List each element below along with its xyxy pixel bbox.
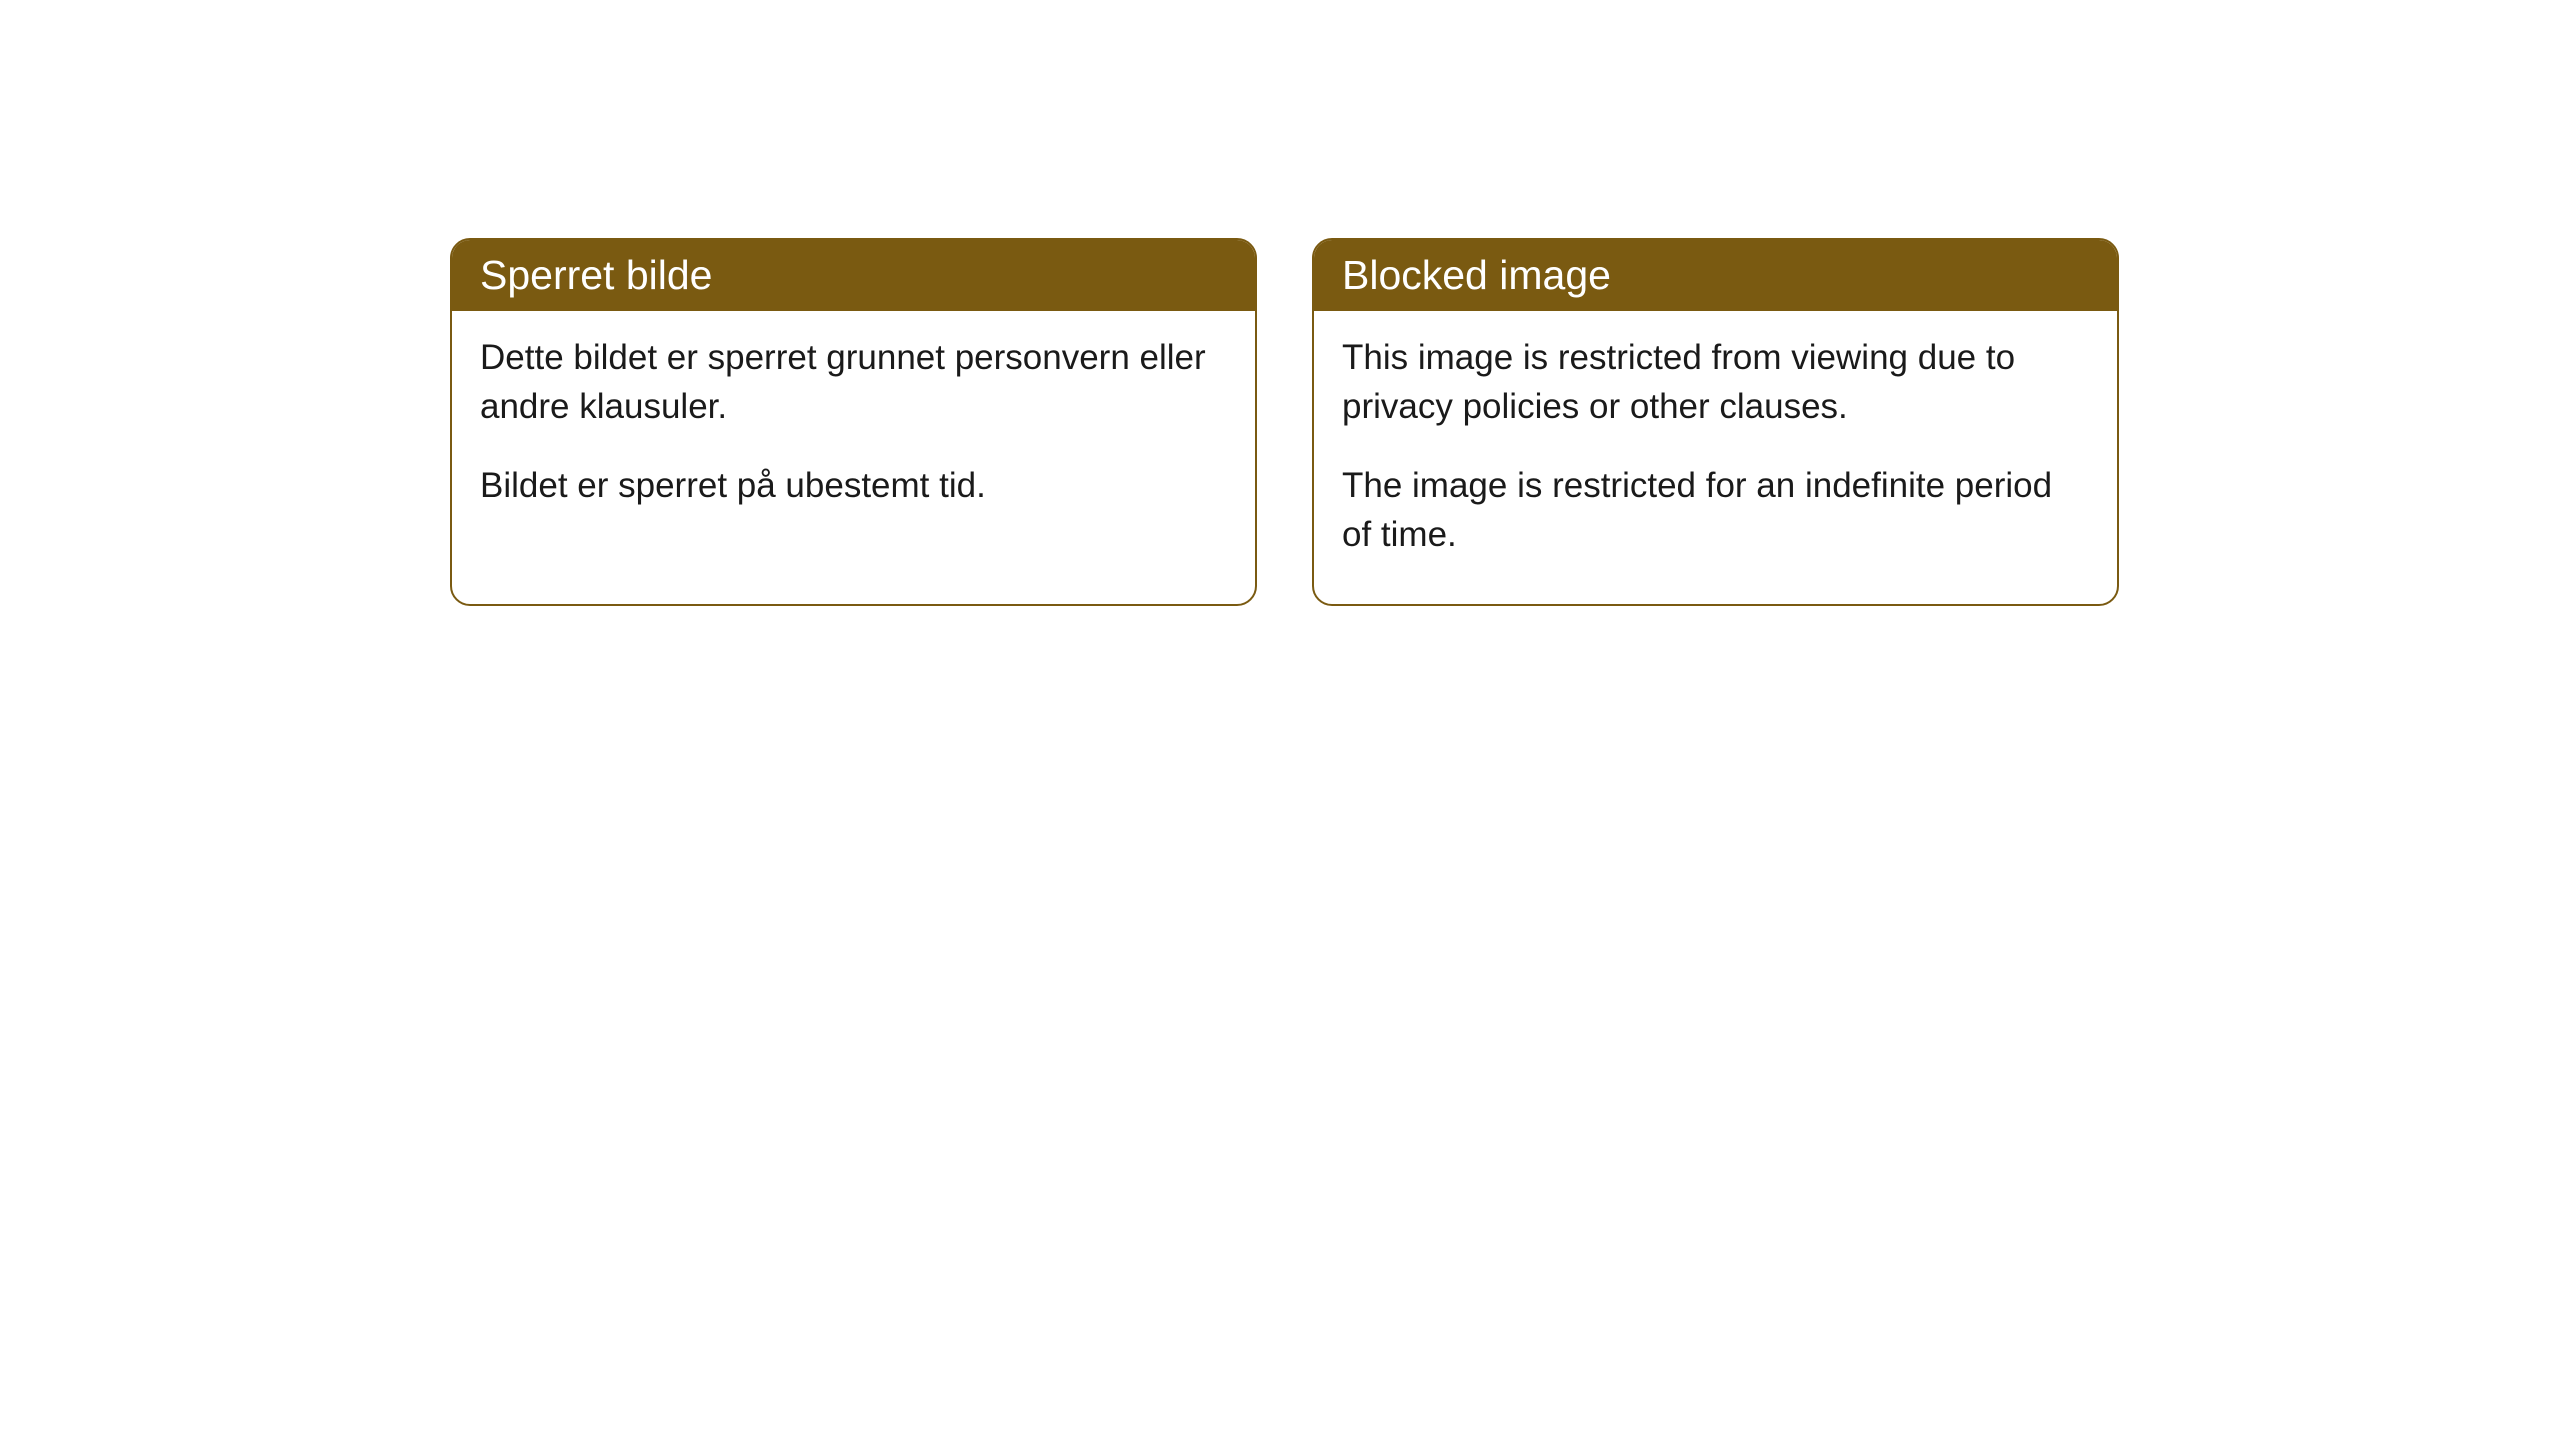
card-header-english: Blocked image: [1314, 240, 2117, 311]
card-english: Blocked image This image is restricted f…: [1312, 238, 2119, 606]
card-norwegian: Sperret bilde Dette bildet er sperret gr…: [450, 238, 1257, 606]
card-text-line2: The image is restricted for an indefinit…: [1342, 461, 2089, 559]
card-text-line1: This image is restricted from viewing du…: [1342, 333, 2089, 431]
card-body-english: This image is restricted from viewing du…: [1314, 311, 2117, 604]
cards-container: Sperret bilde Dette bildet er sperret gr…: [450, 238, 2119, 606]
card-text-line2: Bildet er sperret på ubestemt tid.: [480, 461, 1227, 510]
card-header-norwegian: Sperret bilde: [452, 240, 1255, 311]
card-text-line1: Dette bildet er sperret grunnet personve…: [480, 333, 1227, 431]
card-body-norwegian: Dette bildet er sperret grunnet personve…: [452, 311, 1255, 555]
